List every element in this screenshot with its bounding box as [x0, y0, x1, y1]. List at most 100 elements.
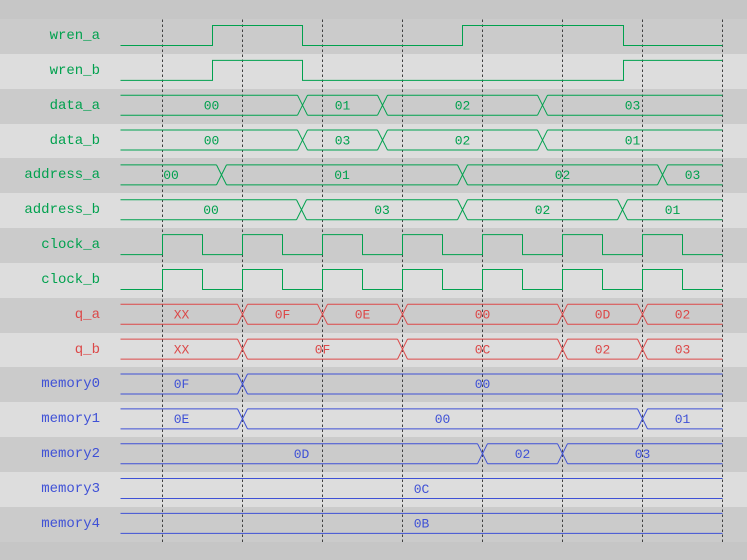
bus-crossover	[477, 443, 488, 464]
bit-wave-wren_a	[120, 25, 723, 46]
bus-crossover	[557, 443, 568, 464]
bus-value-address_a: 00	[163, 168, 179, 183]
bus-crossover	[237, 408, 248, 430]
bus-crossover	[557, 338, 568, 360]
bus-crossover	[377, 129, 388, 151]
bus-value-q_b: XX	[174, 342, 190, 357]
bus-crossover	[297, 94, 308, 116]
signal-row-q-a[interactable]: q_a	[0, 297, 747, 333]
bus-value-q_b: 0F	[315, 342, 331, 357]
bus-crossover	[637, 408, 648, 430]
bit-wave-clock_b	[120, 268, 723, 290]
bus-value-q_a: XX	[174, 308, 190, 323]
bus-crossover	[397, 304, 408, 325]
bus-crossover	[317, 304, 328, 325]
bus-crossover	[237, 304, 248, 325]
bus-value-q_a: 0F	[275, 308, 291, 323]
signal-label-address-b[interactable]: address_b	[24, 202, 100, 219]
signal-row-memory1[interactable]: memory1	[0, 402, 747, 438]
signal-row-memory4[interactable]: memory4	[0, 506, 747, 542]
signal-label-memory4[interactable]: memory4	[41, 515, 100, 532]
bus-crossover	[237, 338, 248, 360]
signal-row-data-b[interactable]: data_b	[0, 123, 747, 159]
bus-value-memory3: 0C	[414, 482, 430, 497]
signal-row-data-a[interactable]: data_a	[0, 88, 747, 124]
bus-value-memory4: 0B	[414, 517, 430, 532]
signal-row-address-a[interactable]: address_a	[0, 158, 747, 194]
bus-value-address_b: 00	[203, 203, 219, 218]
bus-crossover	[537, 94, 548, 116]
bus-crossover	[637, 304, 648, 325]
signal-label-memory0[interactable]: memory0	[41, 376, 100, 393]
bus-value-q_b: 02	[595, 342, 611, 357]
bus-crossover	[216, 164, 227, 186]
bus-value-address_a: 02	[555, 168, 571, 183]
bus-crossover	[637, 338, 648, 360]
signal-row-memory0[interactable]: memory0	[0, 367, 747, 403]
bus-value-memory2: 0D	[294, 447, 310, 462]
bus-value-address_b: 01	[665, 203, 681, 218]
bit-wave-clock_a	[120, 234, 723, 256]
bus-value-memory2: 02	[515, 447, 531, 462]
bus-crossover	[637, 304, 648, 325]
bit-wave-wren_b	[120, 59, 723, 81]
signal-label-q-a[interactable]: q_a	[74, 306, 100, 323]
bus-crossover	[657, 164, 668, 186]
bus-crossover	[637, 338, 648, 360]
bus-crossover	[237, 304, 248, 325]
signal-label-wren-b[interactable]: wren_b	[49, 62, 100, 79]
bus-value-data_a: 00	[204, 98, 220, 113]
bus-crossover	[617, 199, 628, 220]
bus-value-memory1: 01	[675, 412, 691, 427]
bus-crossover	[297, 129, 308, 151]
bus-value-data_a: 01	[335, 98, 351, 113]
signal-row-memory2[interactable]: memory2	[0, 437, 747, 472]
bus-value-data_a: 03	[625, 98, 641, 113]
bus-value-address_a: 01	[334, 168, 350, 183]
signal-label-address-a[interactable]: address_a	[24, 167, 100, 184]
bus-crossover	[617, 199, 628, 220]
bus-crossover	[216, 164, 227, 186]
signal-label-memory3[interactable]: memory3	[41, 480, 100, 497]
signal-label-clock-b[interactable]: clock_b	[41, 271, 100, 288]
bus-value-q_a: 0D	[595, 308, 611, 323]
signal-row-memory3[interactable]: memory3	[0, 471, 747, 507]
signal-label-wren-a[interactable]: wren_a	[49, 28, 100, 44]
bus-value-data_b: 00	[204, 133, 220, 148]
bus-value-memory1: 00	[435, 412, 451, 427]
bus-value-data_b: 03	[335, 133, 351, 148]
bus-value-q_a: 0E	[355, 308, 371, 323]
bus-crossover	[296, 199, 307, 220]
bus-crossover	[457, 199, 468, 220]
bus-crossover	[537, 129, 548, 151]
bus-value-address_a: 03	[685, 168, 701, 183]
bus-crossover	[297, 94, 308, 116]
bus-value-q_b: 03	[675, 342, 691, 357]
bus-value-q_a: 02	[675, 308, 691, 323]
bus-value-memory0: 0F	[174, 377, 190, 392]
bus-value-q_b: 0C	[475, 342, 491, 357]
signal-label-clock-a[interactable]: clock_a	[41, 237, 100, 254]
bus-value-q_a: 00	[475, 308, 491, 323]
bus-value-memory0: 00	[475, 377, 491, 392]
bus-crossover	[317, 304, 328, 325]
signal-label-memory1[interactable]: memory1	[41, 411, 100, 428]
bus-crossover	[397, 304, 408, 325]
bus-crossover	[377, 129, 388, 151]
bus-value-memory1: 0E	[174, 412, 190, 427]
bus-value-data_b: 02	[455, 133, 471, 148]
signal-row-q-b[interactable]: q_b	[0, 332, 747, 368]
signal-label-memory2[interactable]: memory2	[41, 446, 100, 463]
bus-crossover	[457, 164, 468, 186]
bus-crossover	[637, 408, 648, 430]
signal-label-q-b[interactable]: q_b	[74, 341, 100, 358]
bus-value-address_b: 02	[535, 203, 551, 218]
signal-label-data-b[interactable]: data_b	[49, 132, 100, 149]
bus-crossover	[557, 304, 568, 325]
signal-label-data-a[interactable]: data_a	[49, 97, 100, 114]
bus-crossover	[296, 199, 307, 220]
bus-crossover	[477, 443, 488, 464]
